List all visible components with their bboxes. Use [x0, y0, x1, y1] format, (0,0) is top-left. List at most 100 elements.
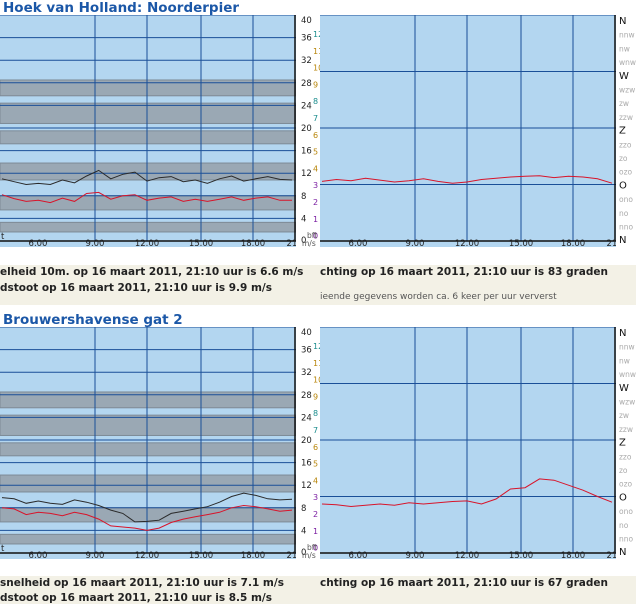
y-tick-label-ms: 0	[301, 236, 306, 246]
y-tick-label-bft: 5	[313, 148, 318, 157]
y-tick-label-bft: 10	[313, 64, 322, 73]
x-tick-label: 9.00	[86, 551, 105, 559]
y-tick-label-bft: 3	[313, 493, 318, 502]
direction-tick-label: Z	[619, 438, 626, 449]
speed-axis-labels: 40363228242016128401211109876543210bftm/…	[296, 327, 322, 559]
x-tick-label: 18.00	[241, 551, 265, 559]
y-tick-label-bft: 0	[313, 544, 318, 553]
y-tick-label-bft: 4	[313, 476, 318, 485]
x-tick-label: 15.00	[189, 551, 213, 559]
direction-tick-label: nw	[619, 356, 630, 365]
y-tick-label-bft: 9	[313, 80, 318, 89]
x-tick-label: 21.0	[287, 239, 296, 247]
direction-tick-label: nw	[619, 44, 630, 53]
beaufort-band	[0, 130, 296, 145]
y-tick-label-bft: 10	[313, 376, 322, 385]
direction-tick-label: ono	[619, 195, 633, 204]
beaufort-band	[0, 474, 296, 493]
direction-tick-label: no	[619, 521, 629, 530]
speed-series-line	[1, 191, 292, 204]
x-tick-label: 21.0	[607, 551, 616, 559]
unit-bft-label: bft	[307, 231, 317, 240]
direction-tick-label: N	[619, 235, 626, 246]
wind-speed-chart: 6.00 9.00 12.00 15.00 18.00 21.0 t	[0, 15, 296, 247]
y-tick-label-bft: 7	[313, 114, 318, 123]
direction-tick-label: N	[619, 547, 626, 558]
y-tick-label-ms: 36	[301, 346, 312, 356]
unit-ms-label: m/s	[302, 239, 316, 247]
y-tick-label-ms: 28	[301, 391, 312, 401]
y-tick-label-ms: 12	[301, 481, 312, 491]
speed-status: elheid 10m. op 16 maart 2011, 21:10 uur …	[0, 266, 304, 278]
x-tick-label: 21.0	[607, 239, 616, 247]
x-tick-label: 12.00	[455, 239, 479, 247]
y-tick-label-bft: 6	[313, 443, 318, 452]
y-tick-label-bft: 8	[313, 97, 318, 106]
y-tick-label-bft: 2	[313, 198, 318, 207]
y-tick-label-ms: 8	[301, 504, 306, 514]
direction-series-line	[321, 175, 613, 184]
x-tick-label: 15.00	[509, 239, 533, 247]
x-tick-label: 6.00	[349, 239, 368, 247]
beaufort-band	[0, 391, 296, 409]
x-tick-label: 18.00	[561, 551, 585, 559]
direction-tick-label: ono	[619, 507, 633, 516]
beaufort-band	[0, 414, 296, 436]
y-tick-label-bft: 12	[313, 30, 322, 39]
y-tick-label-ms: 24	[301, 101, 312, 111]
gust-status: dstoot op 16 maart 2011, 21:10 uur is 9.…	[0, 282, 273, 294]
y-tick-label-ms: 16	[301, 147, 312, 157]
wind-speed-chart: 6.00 9.00 12.00 15.00 18.00 21.0 t	[0, 327, 296, 559]
direction-tick-label: nno	[619, 535, 634, 544]
gust-status: dstoot op 16 maart 2011, 21:10 uur is 8.…	[0, 592, 273, 604]
direction-tick-label: wzw	[619, 398, 635, 407]
x-tick-label: 15.00	[189, 239, 213, 247]
axis-label-background	[296, 327, 322, 559]
direction-tick-label: nno	[619, 223, 634, 232]
axis-label-background	[616, 327, 636, 559]
y-tick-label-bft: 4	[313, 164, 318, 173]
direction-tick-label: zo	[619, 466, 628, 475]
direction-tick-label: nnw	[619, 31, 635, 40]
y-tick-label-ms: 40	[301, 328, 312, 338]
y-tick-label-bft: 9	[313, 392, 318, 401]
x-tick-label: 6.00	[29, 551, 48, 559]
axis-label-background	[616, 15, 636, 247]
direction-tick-label: zzw	[619, 113, 633, 122]
direction-tick-label: zzo	[619, 140, 632, 149]
y-tick-label-ms: 32	[301, 56, 312, 66]
beaufort-band	[0, 507, 296, 523]
y-tick-label-bft: 8	[313, 409, 318, 418]
direction-series-line	[321, 478, 613, 508]
direction-tick-label: zzw	[619, 425, 633, 434]
direction-status: chting op 16 maart 2011, 21:10 uur is 67…	[320, 577, 608, 589]
plot-background	[320, 15, 616, 247]
x-tick-label: 12.00	[135, 551, 159, 559]
speed-series-line	[1, 492, 293, 523]
x-tick-label: 12.00	[455, 551, 479, 559]
y-tick-label-ms: 0	[301, 548, 306, 558]
station-title: Brouwershavense gat 2	[3, 312, 183, 328]
y-tick-label-ms: 8	[301, 192, 306, 202]
y-tick-label-bft: 2	[313, 510, 318, 519]
beaufort-band	[0, 79, 296, 97]
direction-tick-label: ozo	[619, 480, 633, 489]
y-tick-label-bft: 6	[313, 131, 318, 140]
wind-direction-chart: 6.00 9.00 12.00 15.00 18.00 21.0	[320, 15, 616, 247]
y-tick-label-ms: 4	[301, 214, 306, 224]
speed-status: snelheid op 16 maart 2011, 21:10 uur is …	[0, 577, 284, 589]
refresh-note: ieende gegevens worden ca. 6 keer per uu…	[320, 292, 557, 302]
direction-tick-label: no	[619, 209, 629, 218]
y-tick-label-ms: 4	[301, 526, 306, 536]
beaufort-band	[0, 162, 296, 181]
x-tick-label: 12.00	[135, 239, 159, 247]
direction-tick-label: wzw	[619, 86, 635, 95]
station-title: Hoek van Holland: Noorderpier	[3, 0, 240, 16]
x-tick-label: 9.00	[406, 551, 425, 559]
x-tick-label: 6.00	[349, 551, 368, 559]
direction-tick-label: ozo	[619, 168, 633, 177]
direction-tick-label: O	[619, 180, 627, 191]
y-tick-label-bft: 7	[313, 426, 318, 435]
